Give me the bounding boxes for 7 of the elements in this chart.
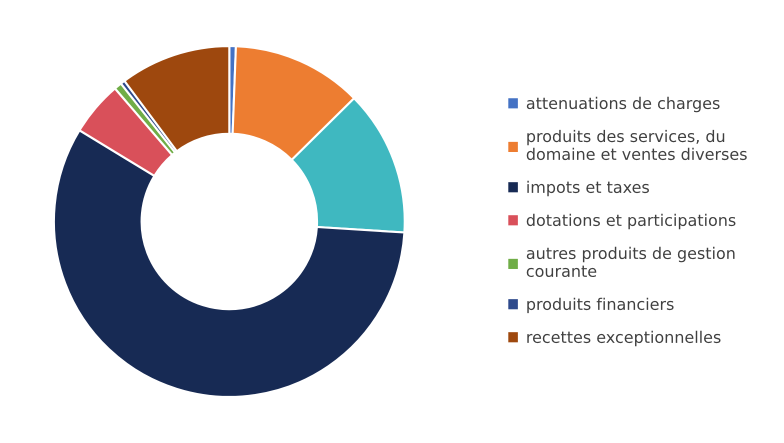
legend-label: attenuations de charges: [526, 96, 720, 112]
legend-label: produits des services, du domaine et ventes diverses: [526, 130, 747, 160]
legend-label: impots et taxes: [527, 180, 649, 196]
legend-label: autres produits de gestion courante: [526, 246, 735, 278]
legend-label: dotations et participations: [526, 214, 736, 230]
legend-label: recettes exceptionnelles: [527, 330, 721, 346]
legend-label: produits financiers: [527, 298, 674, 314]
